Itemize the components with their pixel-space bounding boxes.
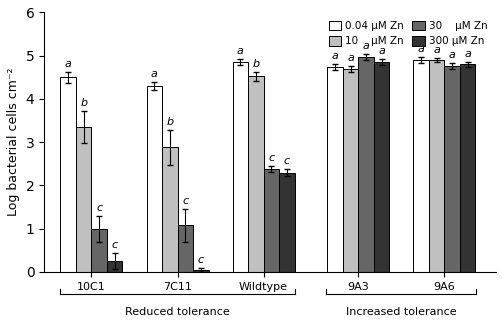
Text: a: a — [331, 51, 339, 61]
Text: a: a — [237, 46, 244, 56]
Bar — [146, 86, 162, 272]
Bar — [232, 62, 248, 272]
Bar — [92, 229, 107, 272]
Y-axis label: Log bacterial cells cm⁻²: Log bacterial cells cm⁻² — [7, 68, 20, 216]
Text: a: a — [347, 52, 354, 62]
Bar — [76, 127, 92, 272]
Text: Increased tolerance: Increased tolerance — [346, 307, 457, 317]
Text: c: c — [268, 153, 275, 163]
Bar — [413, 60, 429, 272]
Bar — [248, 76, 264, 272]
Text: c: c — [284, 156, 290, 166]
Text: b: b — [166, 117, 174, 127]
Text: a: a — [433, 45, 440, 55]
Bar — [343, 69, 358, 272]
Text: c: c — [96, 203, 102, 213]
Bar — [429, 60, 445, 272]
Text: b: b — [80, 98, 87, 108]
Legend: 0.04 μM Zn, 10    μM Zn, 30    μM Zn, 300 μM Zn: 0.04 μM Zn, 10 μM Zn, 30 μM Zn, 300 μM Z… — [325, 18, 491, 50]
Text: a: a — [417, 44, 425, 54]
Text: c: c — [112, 240, 118, 251]
Bar — [279, 173, 295, 272]
Text: c: c — [198, 255, 204, 265]
Bar — [264, 169, 279, 272]
Text: b: b — [253, 59, 260, 69]
Text: a: a — [378, 46, 385, 56]
Text: a: a — [449, 50, 456, 60]
Bar — [107, 261, 122, 272]
Bar — [460, 64, 475, 272]
Text: a: a — [363, 41, 370, 51]
Bar — [327, 67, 343, 272]
Text: c: c — [182, 196, 188, 206]
Bar — [178, 225, 193, 272]
Bar — [60, 77, 76, 272]
Bar — [358, 57, 374, 272]
Text: a: a — [65, 59, 71, 69]
Bar — [445, 66, 460, 272]
Bar — [193, 270, 209, 272]
Bar — [162, 147, 178, 272]
Bar — [374, 62, 389, 272]
Text: Reduced tolerance: Reduced tolerance — [125, 307, 230, 317]
Text: a: a — [464, 49, 471, 59]
Text: a: a — [151, 69, 158, 79]
